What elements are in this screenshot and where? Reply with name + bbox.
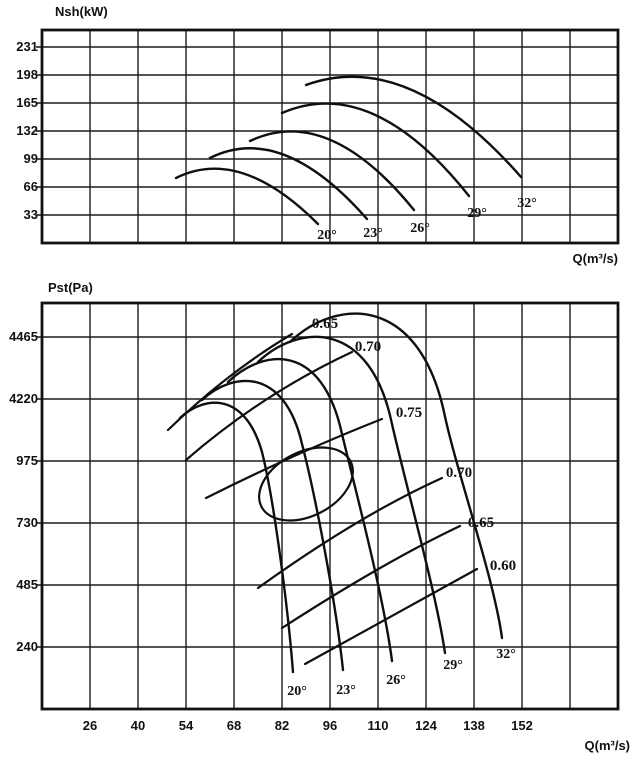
y-tick: 33 (24, 207, 38, 222)
y-tick: 730 (16, 515, 38, 530)
nsh-curve-20deg (174, 167, 320, 226)
x-tick: 124 (415, 718, 437, 733)
y-axis-title: Nsh(kW) (55, 4, 108, 19)
best-efficiency-loop (258, 446, 354, 522)
plot-border (40, 301, 620, 711)
y-tick: 240 (16, 639, 38, 654)
x-tick: 54 (179, 718, 194, 733)
y-tick: 66 (24, 179, 38, 194)
y-axis-title: Pst(Pa) (48, 280, 93, 295)
blade-angle-labels: 20° 23° 26° 29° 32° (287, 647, 516, 699)
y-tick: 231 (16, 39, 38, 54)
x-tick: 82 (275, 718, 289, 733)
y-tick-labels: 4465 4220 975 730 485 240 (9, 329, 38, 654)
x-tick: 68 (227, 718, 241, 733)
static-pressure-chart: Pst(Pa) Q(m³/s) 4465 4220 975 730 485 24… (9, 280, 630, 753)
shaft-power-chart: Nsh(kW) Q(m³/s) 231 198 165 132 99 66 33… (16, 4, 620, 266)
angle-label-29: 29° (443, 658, 463, 673)
angle-label-32: 32° (496, 647, 516, 662)
efficiency-contours (166, 332, 479, 666)
grid-vertical-lines (89, 30, 571, 243)
y-tick: 4220 (9, 391, 38, 406)
x-tick: 138 (463, 718, 485, 733)
x-axis-title: Q(m³/s) (585, 738, 631, 753)
efficiency-label-070-left: 0.70 (355, 339, 381, 355)
shaft-power-curves (174, 75, 523, 226)
pst-curve-29deg (256, 335, 447, 655)
x-tick-labels: 26 40 54 68 82 96 110 124 138 152 (83, 718, 533, 733)
x-tick: 40 (131, 718, 145, 733)
x-axis-title: Q(m³/s) (573, 251, 619, 266)
nsh-curve-32deg (304, 75, 523, 179)
efficiency-label-075: 0.75 (396, 405, 422, 421)
nsh-curve-23deg (208, 147, 369, 221)
x-tick: 152 (511, 718, 533, 733)
nsh-curve-26deg (248, 130, 416, 212)
y-axis-ticks (36, 336, 42, 648)
efficiency-label-070-right: 0.70 (446, 465, 472, 481)
angle-label-23: 23° (336, 683, 356, 698)
efficiency-contour-075 (204, 417, 384, 500)
angle-label-32: 32° (517, 196, 537, 211)
blade-angle-labels: 20° 23° 26° 29° 32° (317, 196, 537, 243)
pressure-grid (36, 301, 620, 711)
y-tick: 975 (16, 453, 38, 468)
angle-label-29: 29° (467, 206, 487, 221)
efficiency-label-065-left: 0.65 (312, 316, 338, 332)
grid-vertical-lines (89, 303, 571, 709)
y-tick: 485 (16, 577, 38, 592)
angle-label-20: 20° (317, 228, 337, 243)
y-tick: 99 (24, 151, 38, 166)
pst-curve-23deg (200, 379, 345, 672)
angle-label-26: 26° (386, 673, 406, 688)
efficiency-label-060-right: 0.60 (490, 558, 516, 574)
angle-label-23: 23° (363, 226, 383, 241)
plot-border (40, 28, 620, 245)
efficiency-contour-065-left (166, 332, 294, 432)
pst-curve-20deg (178, 401, 295, 674)
y-tick: 165 (16, 95, 38, 110)
efficiency-contour-070-left (184, 350, 354, 462)
efficiency-label-065-right: 0.65 (468, 515, 494, 531)
x-tick: 110 (368, 718, 389, 733)
y-tick: 198 (16, 67, 38, 82)
x-tick: 96 (323, 718, 337, 733)
efficiency-contour-060-right (303, 567, 479, 666)
y-axis-ticks (36, 46, 42, 216)
efficiency-contour-065-right (280, 524, 462, 630)
pst-curve-26deg (226, 357, 394, 663)
shaft-power-grid (36, 28, 620, 245)
pst-curve-32deg (288, 312, 504, 640)
angle-label-20: 20° (287, 684, 307, 699)
efficiency-value-labels: 0.65 0.70 0.75 0.70 0.65 0.60 (312, 316, 516, 574)
angle-label-26: 26° (410, 221, 430, 236)
y-tick-labels: 231 198 165 132 99 66 33 (16, 39, 38, 222)
y-tick: 132 (16, 123, 38, 138)
pressure-curves (178, 312, 504, 674)
x-tick: 26 (83, 718, 97, 733)
nsh-curve-29deg (280, 102, 471, 198)
y-tick: 4465 (9, 329, 38, 344)
efficiency-contour-070-right (256, 476, 444, 590)
